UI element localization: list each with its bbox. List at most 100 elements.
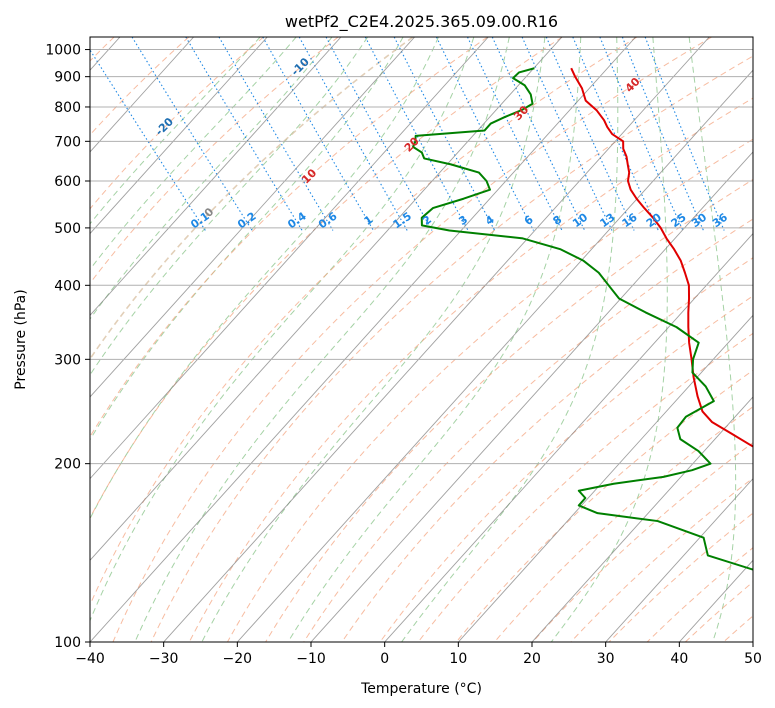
isotherm (531, 396, 753, 642)
temperature-profile (570, 67, 753, 448)
dry-adiabat (532, 441, 753, 642)
isotherm (236, 69, 753, 642)
mixing-ratio-label: 16 (620, 211, 640, 231)
moist-adiabat (688, 37, 737, 642)
mixing-ratio-line (185, 37, 303, 231)
isotherm (90, 37, 563, 561)
mixing-ratio-label: 36 (710, 211, 730, 231)
isotherm (90, 37, 194, 153)
dry-adiabat (417, 332, 753, 642)
dry-adiabat (608, 512, 753, 642)
isotherm (384, 232, 753, 642)
mixing-ratio-line (325, 37, 433, 231)
y-tick-label: 1000 (45, 43, 81, 59)
mixing-ratio-label: 10 (570, 211, 590, 231)
mixing-ratio-label: 4 (483, 213, 497, 228)
isotherm (90, 37, 415, 398)
mixing-ratio-line (218, 37, 334, 231)
moist-adiabat (90, 37, 475, 622)
dry-adiabat (90, 37, 339, 285)
x-tick-label: −20 (223, 651, 253, 667)
dry-adiabat-label: 10 (299, 166, 319, 186)
isotherm (90, 37, 489, 480)
moist-adiabat (90, 37, 439, 520)
mixing-ratio-line (435, 37, 534, 231)
isotherm (90, 37, 636, 642)
dry-adiabat (112, 37, 712, 642)
x-tick-label: 10 (449, 651, 467, 667)
dry-adiabats (90, 37, 753, 642)
profiles (412, 67, 753, 571)
x-tick-label: 30 (597, 651, 615, 667)
isotherm (605, 477, 753, 642)
y-axis-label: Pressure (hPa) (13, 289, 29, 389)
isotherm (163, 37, 710, 642)
x-tick-label: −30 (149, 651, 179, 667)
dry-adiabat (90, 37, 563, 519)
dry-adiabat (456, 369, 753, 642)
x-tick-label: 40 (670, 651, 688, 667)
y-tick-label: 700 (54, 134, 81, 150)
x-tick-label: 0 (380, 651, 389, 667)
dry-adiabat (90, 37, 414, 361)
mixing-ratio-line (545, 37, 635, 231)
dry-adiabat (188, 97, 753, 642)
mixing-ratio-label: 8 (551, 213, 565, 228)
mixing-ratio-line (491, 37, 586, 231)
x-axis-label: Temperature (°C) (360, 681, 482, 697)
dry-adiabat (494, 406, 753, 642)
dry-adiabat (150, 55, 753, 642)
y-tick-label: 200 (54, 457, 81, 473)
isotherm (457, 314, 753, 642)
x-tick-label: −40 (75, 651, 105, 667)
isotherm (310, 151, 753, 642)
mixing-ratio-lines (90, 37, 725, 231)
y-tick-label: 400 (54, 278, 81, 294)
plot-frame (89, 36, 754, 643)
dry-adiabat (684, 581, 753, 642)
x-tick-label: 50 (744, 651, 762, 667)
dry-adiabat (90, 37, 264, 210)
x-tick-label: 20 (523, 651, 541, 667)
x-axis: −40 −30 −20 −10 0 10 20 30 40 50 (75, 642, 762, 667)
dry-adiabat (90, 37, 638, 607)
plot-area: 0.10.20.40.611.52346810131620253036-100-… (90, 37, 753, 642)
moist-adiabat (90, 37, 369, 376)
x-tick-label: −10 (296, 651, 326, 667)
y-tick-label: 600 (54, 174, 81, 190)
y-tick-label: 100 (54, 635, 81, 651)
moist-adiabat (550, 37, 668, 642)
mixing-ratio-label: 3 (456, 213, 470, 228)
dry-adiabat (227, 138, 753, 642)
mixing-ratio-line (90, 48, 206, 231)
isotherms (90, 37, 753, 642)
dry-adiabat (341, 257, 753, 642)
y-tick-label: 500 (54, 221, 81, 237)
y-tick-label: 900 (54, 70, 81, 86)
isotherm (90, 37, 342, 316)
isobar-gridlines (90, 49, 753, 465)
moist-adiabats (90, 37, 737, 642)
y-axis: 100 200 300 400 500 600 700 800 900 1000 (45, 43, 90, 651)
mixing-ratio-label: 6 (522, 213, 536, 228)
moist-adiabat (90, 37, 404, 441)
mixing-ratio-line (572, 37, 659, 231)
isotherm (752, 641, 753, 642)
moist-adiabat (90, 37, 261, 225)
chart-title: wetPf2_C2E4.2025.365.09.00.R16 (285, 12, 558, 32)
dry-adiabat-label: 40 (623, 75, 643, 95)
mixing-ratio-line (298, 37, 408, 231)
dry-adiabat (265, 178, 753, 642)
dewpoint-profile (412, 67, 753, 571)
moist-adiabat (134, 37, 510, 642)
moist-adiabat (287, 37, 582, 642)
mixing-ratio-line (131, 37, 253, 231)
y-tick-label: 300 (54, 352, 81, 368)
dry-adiabat (379, 295, 753, 642)
mixing-ratio-label: 25 (669, 211, 689, 230)
moist-adiabat (401, 37, 619, 642)
dry-adiabat (90, 37, 488, 438)
dry-adiabat-label: -10 (289, 55, 312, 78)
mixing-ratio-label: 1 (362, 213, 376, 228)
